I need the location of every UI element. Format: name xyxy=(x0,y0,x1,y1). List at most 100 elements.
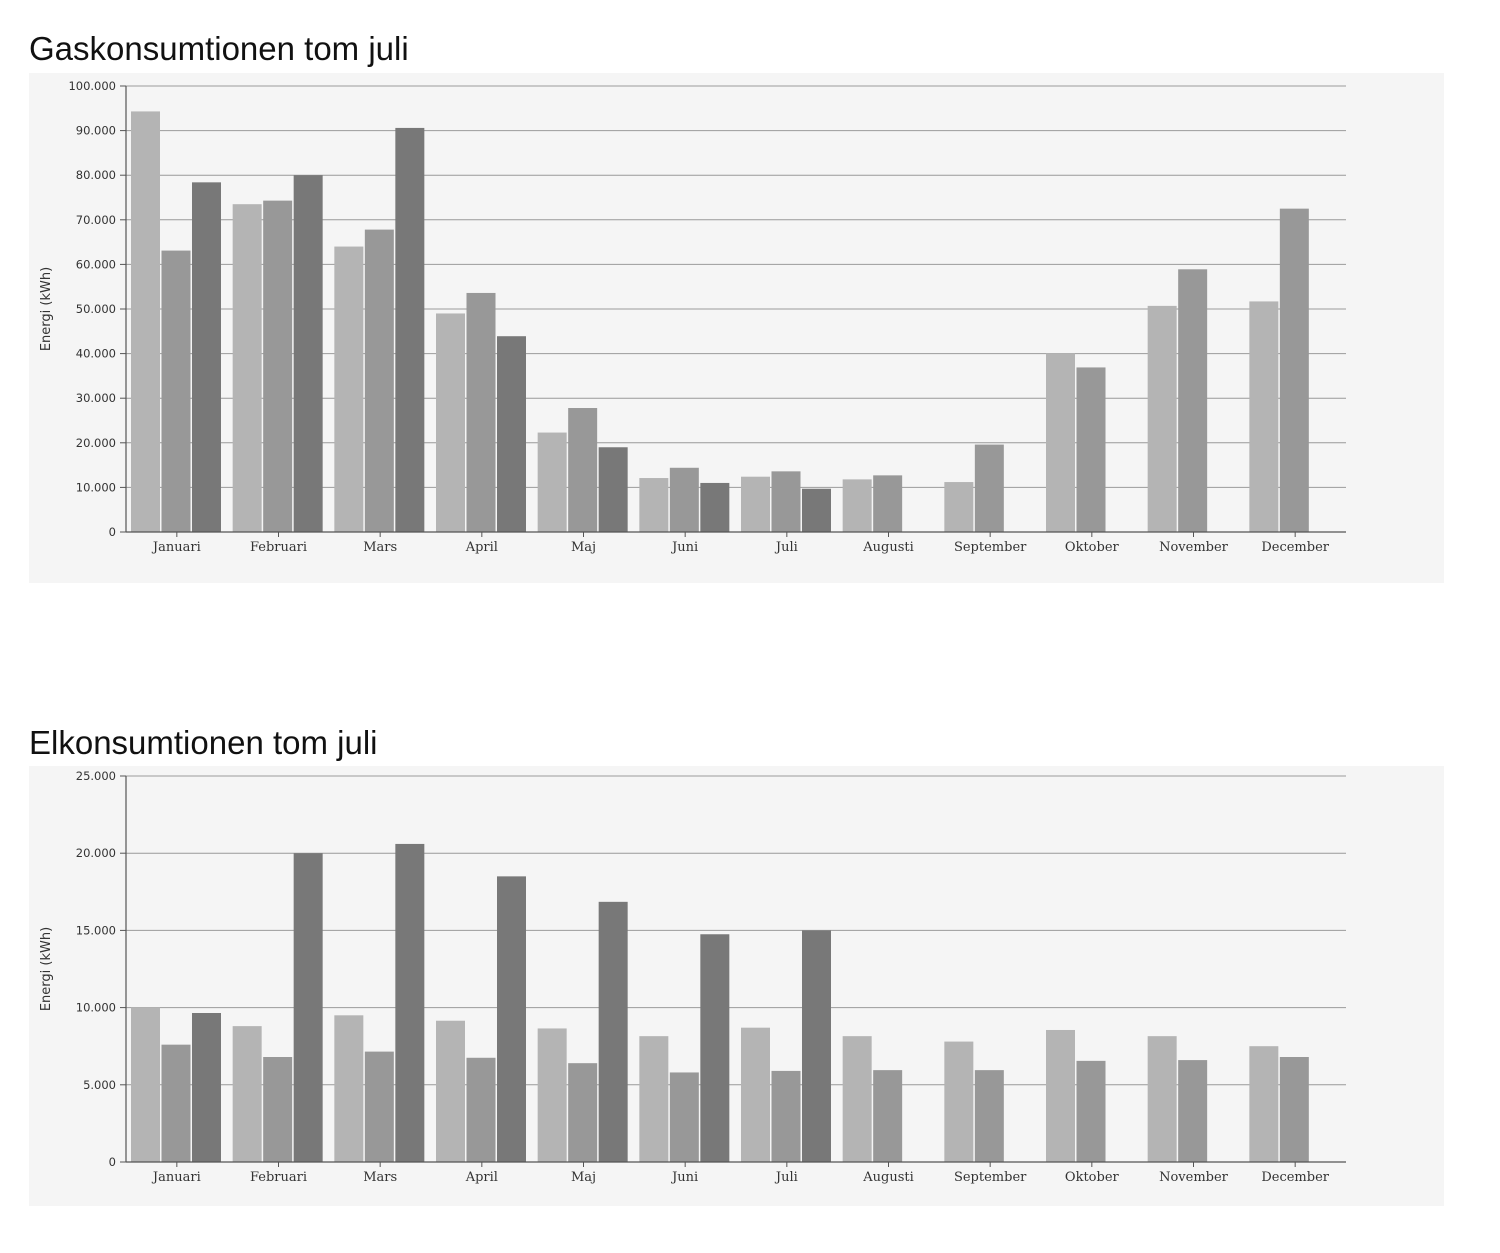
x-tick-label: Januari xyxy=(151,1170,201,1185)
bar xyxy=(263,200,293,532)
bar xyxy=(974,1070,1004,1162)
bar xyxy=(1178,269,1208,532)
bar xyxy=(1249,301,1279,532)
x-tick-label: Mars xyxy=(363,1170,397,1185)
y-tick-label: 100.000 xyxy=(68,79,116,93)
y-tick-label: 0 xyxy=(109,1155,116,1169)
bar xyxy=(436,1020,465,1162)
y-tick-label: 80.000 xyxy=(76,168,116,182)
bar xyxy=(771,1070,801,1162)
bar xyxy=(873,1070,903,1162)
x-tick-label: Mars xyxy=(363,540,397,555)
x-tick-label: Februari xyxy=(250,1170,307,1185)
bar xyxy=(192,1013,221,1162)
y-tick-label: 50.000 xyxy=(76,302,116,316)
bar xyxy=(466,1057,496,1162)
y-tick-label: 40.000 xyxy=(76,347,116,361)
x-tick-label: April xyxy=(465,1170,498,1185)
bar xyxy=(1147,305,1177,532)
bar xyxy=(334,1015,364,1162)
bar xyxy=(741,1027,770,1162)
bar xyxy=(842,1036,872,1162)
x-tick-label: Juli xyxy=(774,540,798,555)
chart-title: Gaskonsumtionen tom juli xyxy=(29,30,409,67)
electricity-chart-svg: 0 5.000 10.000 15.000 20.000 25.000 Januari Feb… xyxy=(39,769,1346,1185)
x-tick-label: Februari xyxy=(250,540,307,555)
x-tick-label: Maj xyxy=(571,540,596,555)
bar xyxy=(161,1044,191,1162)
bar xyxy=(131,1007,160,1162)
bar xyxy=(192,182,221,532)
bar xyxy=(293,853,323,1162)
x-tick-label: Oktober xyxy=(1065,540,1120,555)
y-tick-label: 0 xyxy=(109,525,116,539)
x-tick-label: December xyxy=(1261,540,1329,555)
bar xyxy=(497,876,526,1162)
bar xyxy=(944,1041,974,1162)
y-tick-label: 90.000 xyxy=(76,124,116,138)
bar xyxy=(700,482,730,532)
bar xyxy=(537,1028,567,1162)
x-tick-label: September xyxy=(954,1170,1027,1185)
x-tick-label: Juli xyxy=(774,1170,798,1185)
bar xyxy=(842,479,872,532)
chart-title: Elkonsumtionen tom juli xyxy=(29,724,378,761)
bar xyxy=(466,292,496,532)
bar xyxy=(1076,367,1106,532)
bar xyxy=(669,467,699,532)
bar xyxy=(1147,1036,1177,1162)
x-tick-label: Oktober xyxy=(1065,1170,1120,1185)
bar xyxy=(161,250,191,532)
y-tick-label: 70.000 xyxy=(76,213,116,227)
bar xyxy=(436,313,465,532)
x-tick-label: November xyxy=(1159,540,1229,555)
bar xyxy=(974,444,1004,532)
bar xyxy=(263,1057,293,1162)
bar xyxy=(598,901,628,1162)
x-tick-label: September xyxy=(954,540,1027,555)
bar xyxy=(700,934,730,1162)
bar xyxy=(1279,208,1309,532)
chart-panel-electricity: 0 5.000 10.000 15.000 20.000 25.000 Januari Feb… xyxy=(29,766,1444,1206)
bar xyxy=(1279,1057,1309,1162)
y-axis-label: Energi (kWh) xyxy=(39,927,54,1011)
bar xyxy=(1249,1046,1279,1162)
x-tick-label: Juni xyxy=(670,1170,698,1185)
x-tick-label: Maj xyxy=(571,1170,596,1185)
bar xyxy=(568,408,598,532)
bar xyxy=(1046,353,1075,532)
bar xyxy=(232,1026,262,1162)
bar xyxy=(1076,1060,1106,1162)
bar xyxy=(1046,1029,1075,1162)
y-tick-label: 30.000 xyxy=(76,391,116,405)
bar xyxy=(639,478,669,532)
bar xyxy=(568,1063,598,1162)
bar xyxy=(944,482,974,532)
bar xyxy=(232,204,262,532)
y-tick-label: 20.000 xyxy=(76,846,116,860)
y-tick-label: 20.000 xyxy=(76,436,116,450)
bar xyxy=(771,471,801,532)
bar xyxy=(497,336,526,532)
y-tick-label: 10.000 xyxy=(76,480,116,494)
bar xyxy=(639,1036,669,1162)
bar xyxy=(395,843,425,1162)
bar xyxy=(598,447,628,532)
y-tick-label: 5.000 xyxy=(83,1078,116,1092)
bar xyxy=(802,488,831,532)
bar xyxy=(293,175,323,532)
bar xyxy=(364,1051,394,1162)
bar xyxy=(334,246,364,532)
bar xyxy=(741,476,770,532)
y-tick-label: 25.000 xyxy=(76,769,116,783)
bar xyxy=(537,432,567,532)
y-tick-label: 10.000 xyxy=(76,1001,116,1015)
x-tick-label: Augusti xyxy=(862,540,914,555)
y-tick-label: 15.000 xyxy=(76,923,116,937)
y-axis-label: Energi (kWh) xyxy=(39,267,54,351)
x-tick-label: Januari xyxy=(151,540,201,555)
x-tick-label: November xyxy=(1159,1170,1229,1185)
bar xyxy=(1178,1060,1208,1162)
y-tick-label: 60.000 xyxy=(76,257,116,271)
chart-panel-gas: 0 10.000 20.000 30.000 40.000 50.000 60.000 70.… xyxy=(29,73,1444,583)
